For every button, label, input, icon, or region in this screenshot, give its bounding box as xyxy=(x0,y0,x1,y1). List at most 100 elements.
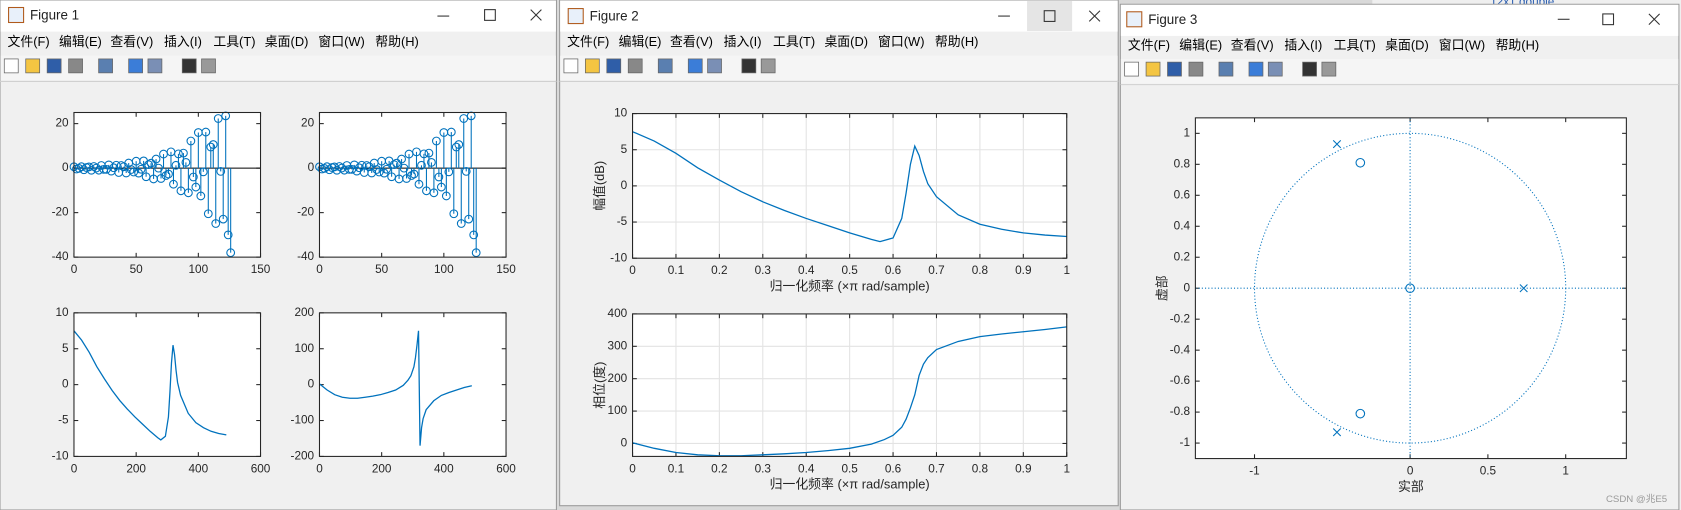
x-tick-label: 0.3 xyxy=(755,264,772,277)
maximize-button[interactable] xyxy=(1602,13,1615,26)
stem-marker xyxy=(402,174,411,183)
menu-item[interactable]: 查看(V) xyxy=(1231,37,1274,52)
menu-item[interactable]: 窗口(W) xyxy=(878,34,924,49)
maximize-button[interactable] xyxy=(1043,10,1056,22)
menu-item[interactable]: 桌面(D) xyxy=(824,34,868,49)
menu-item[interactable]: 编辑(E) xyxy=(1179,37,1222,52)
y-tick-label: -0.8 xyxy=(1170,405,1191,418)
stem-marker xyxy=(126,165,136,174)
stem-marker xyxy=(436,182,446,192)
menu-item[interactable]: 帮助(H) xyxy=(375,34,419,49)
toolbar-button[interactable] xyxy=(687,58,703,74)
stem-marker xyxy=(427,158,436,167)
x-tick-label: 0 xyxy=(71,462,78,475)
menu-item[interactable]: 桌面(D) xyxy=(265,34,309,49)
stem-marker xyxy=(223,230,233,240)
menu-item[interactable]: 帮助(H) xyxy=(935,34,979,49)
stem-marker xyxy=(469,230,479,240)
y-tick-label: 0 xyxy=(621,437,628,450)
menu-item[interactable]: 编辑(E) xyxy=(59,34,102,49)
menu-item[interactable]: 工具(T) xyxy=(773,34,815,49)
toolbar-icons xyxy=(3,58,1337,77)
y-tick-label: -0.2 xyxy=(1170,312,1190,325)
toolbar-button[interactable] xyxy=(741,58,757,74)
stem-marker xyxy=(414,179,424,189)
menu-item[interactable]: 查看(V) xyxy=(670,34,713,49)
toolbar-button[interactable] xyxy=(1248,61,1264,77)
stem-marker xyxy=(407,171,416,180)
close-button[interactable] xyxy=(530,9,542,21)
toolbar-button[interactable] xyxy=(1167,61,1182,77)
toolbar-button[interactable] xyxy=(201,58,216,74)
menu-item[interactable]: 工具(T) xyxy=(213,34,255,49)
toolbar-button[interactable] xyxy=(1188,61,1204,77)
toolbar-button[interactable] xyxy=(563,58,579,74)
menu-item[interactable]: 帮助(H) xyxy=(1496,37,1540,52)
toolbar-button[interactable] xyxy=(181,58,197,74)
x-tick-label: 200 xyxy=(126,462,146,475)
toolbar-button[interactable] xyxy=(98,58,113,74)
window-title: Figure 2 xyxy=(590,9,639,24)
y-tick-label: -20 xyxy=(297,206,314,219)
toolbar-button[interactable] xyxy=(584,58,600,74)
menu-item[interactable]: 窗口(W) xyxy=(318,34,364,49)
toolbar-button[interactable] xyxy=(627,58,643,74)
stem-marker xyxy=(216,167,226,176)
menu-item[interactable]: 查看(V) xyxy=(110,34,153,49)
toolbar-button[interactable] xyxy=(707,58,722,74)
plot-area xyxy=(73,312,261,457)
menu-item[interactable]: 文件(F) xyxy=(1128,37,1170,52)
x-tick-label: 0.7 xyxy=(928,462,944,475)
line xyxy=(319,330,472,446)
menu-item[interactable]: 工具(T) xyxy=(1334,37,1376,52)
toolbar-button[interactable] xyxy=(46,58,62,74)
toolbar-button[interactable] xyxy=(1302,61,1317,77)
menu-item[interactable]: 文件(F) xyxy=(567,34,609,49)
toolbar-button[interactable] xyxy=(1124,61,1139,77)
stem-marker xyxy=(171,160,181,170)
x-axis-label: 归一化频率 (×π rad/sample) xyxy=(770,477,930,492)
menu-item[interactable]: 编辑(E) xyxy=(619,34,662,49)
axes-box xyxy=(73,312,262,457)
maximize-button[interactable] xyxy=(484,9,496,21)
toolbar-button[interactable] xyxy=(1321,61,1337,77)
x-tick-label: 0.2 xyxy=(711,462,727,475)
menu-item[interactable]: 插入(I) xyxy=(1284,37,1322,52)
menu-item[interactable]: 窗口(W) xyxy=(1439,37,1485,52)
pole-marker xyxy=(1519,284,1528,293)
toolbar-button[interactable] xyxy=(606,58,622,74)
menu-item[interactable]: 插入(I) xyxy=(164,34,202,49)
axes-box xyxy=(632,313,1068,457)
menu-item[interactable]: 桌面(D) xyxy=(1385,37,1429,52)
menu-item[interactable]: 文件(F) xyxy=(8,34,50,49)
toolbar-button[interactable] xyxy=(147,58,163,74)
y-tick-label: -200 xyxy=(291,450,315,463)
toolbar-button[interactable] xyxy=(3,58,19,74)
toolbar-button[interactable] xyxy=(68,58,83,74)
x-tick-label: 150 xyxy=(496,263,516,276)
toolbar-button[interactable] xyxy=(1145,61,1161,77)
toolbar-button[interactable] xyxy=(760,58,776,74)
x-tick-label: 0.7 xyxy=(928,264,944,277)
toolbar-button[interactable] xyxy=(128,58,143,74)
close-button[interactable] xyxy=(1088,10,1101,22)
window-title: Figure 1 xyxy=(30,8,79,23)
x-tick-label: 0 xyxy=(316,263,323,276)
stem-marker xyxy=(389,160,399,170)
y-tick-label: 10 xyxy=(56,306,70,319)
x-tick-label: 0 xyxy=(629,264,636,277)
x-tick-label: 1 xyxy=(1063,462,1070,475)
x-tick-label: 100 xyxy=(434,263,454,276)
stem-marker xyxy=(206,142,216,152)
close-button[interactable] xyxy=(1648,13,1660,26)
stem-marker xyxy=(409,169,419,179)
stem-marker xyxy=(164,169,173,179)
x-tick-label: 400 xyxy=(434,462,454,475)
toolbar-button[interactable] xyxy=(1218,61,1234,77)
menu-item[interactable]: 插入(I) xyxy=(724,34,762,49)
toolbar-button[interactable] xyxy=(657,58,673,74)
y-tick-label: -10 xyxy=(610,251,627,264)
toolbar-button[interactable] xyxy=(25,58,41,74)
toolbar-button[interactable] xyxy=(1267,61,1283,77)
